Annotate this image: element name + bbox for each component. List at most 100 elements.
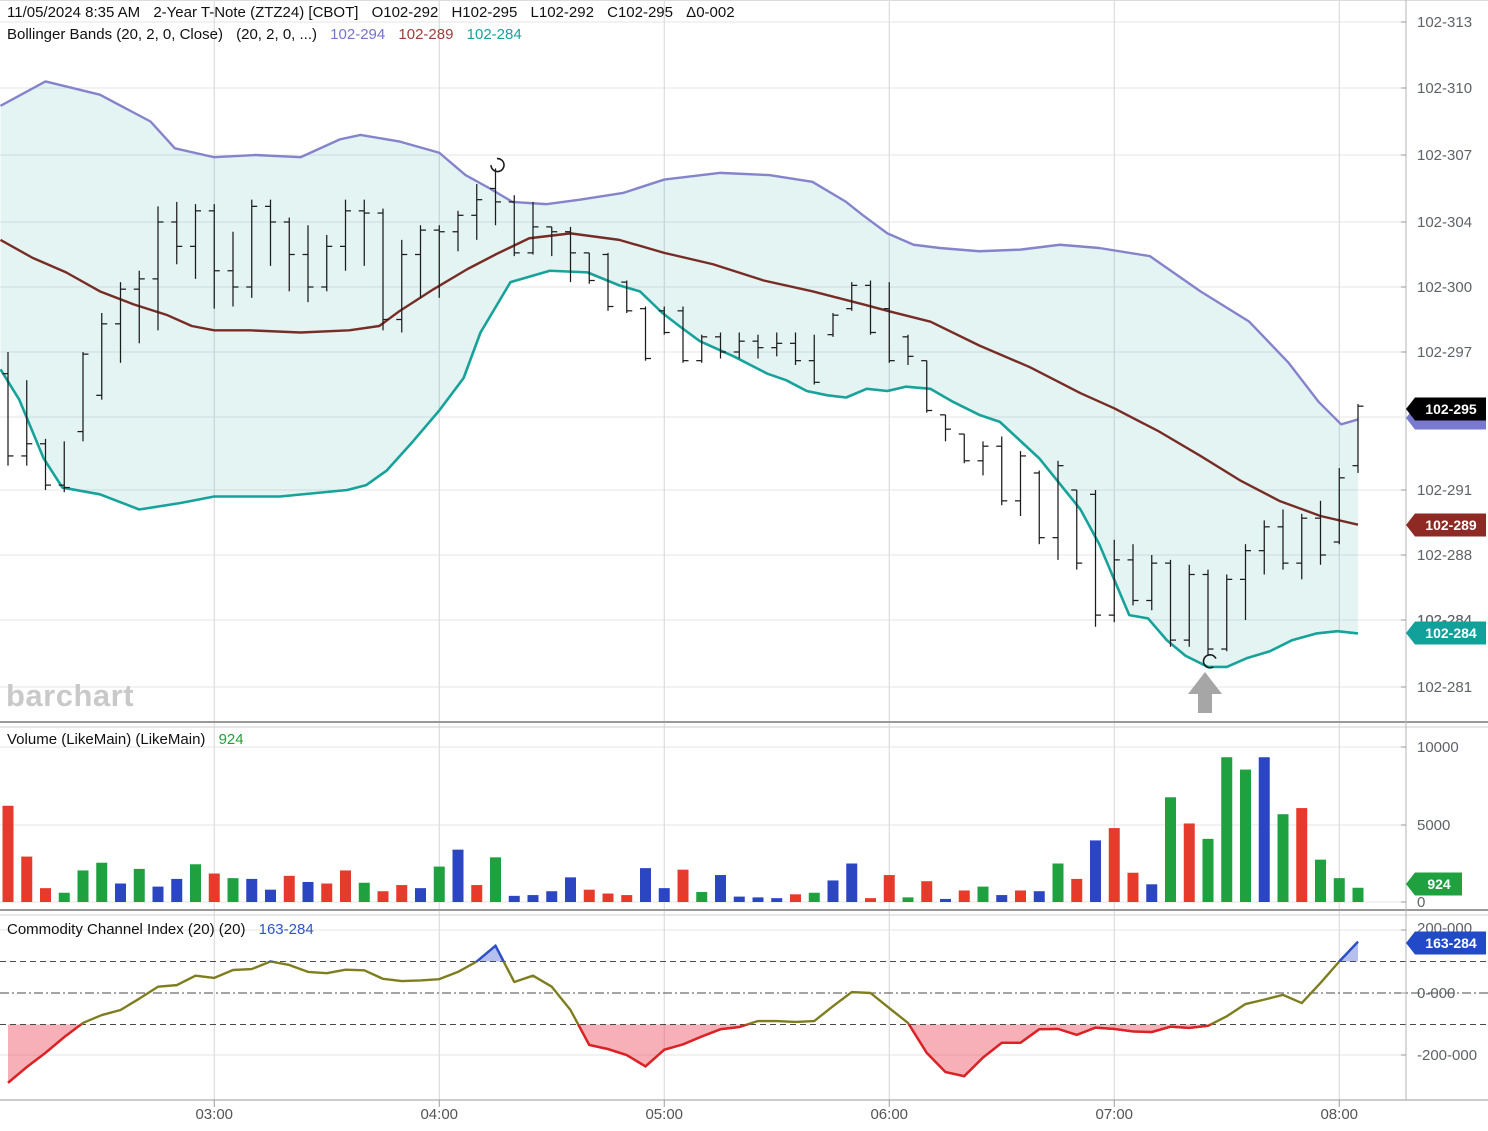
axis-badge-text: 102-289 xyxy=(1425,517,1477,533)
ohlc-bar xyxy=(640,306,651,361)
volume-bar xyxy=(340,870,351,902)
ohlc-bar xyxy=(546,226,558,257)
ohlc-bar xyxy=(246,199,258,298)
ohlc-bar xyxy=(377,208,389,331)
bollinger-upper-value: 102-294 xyxy=(330,26,386,43)
bollinger-band-fill xyxy=(0,81,1358,667)
cci-line xyxy=(7,940,1359,1084)
bollinger-lower-band xyxy=(0,269,1359,669)
time-axis-label: 03:00 xyxy=(195,1106,233,1123)
ohlc-bar xyxy=(696,334,708,363)
volume-bar xyxy=(940,898,951,902)
ohlc-bar xyxy=(921,360,933,413)
axis-badge xyxy=(1406,621,1486,645)
ohlc-bar xyxy=(583,252,595,284)
ohlc-bar xyxy=(527,201,539,255)
axis-badges: 102-295 102-289 102-284 924 163-284 xyxy=(1406,397,1486,955)
quote-symbol: 2-Year T-Note (ZTZ24) [CBOT] xyxy=(153,4,359,21)
volume-bar xyxy=(115,883,126,902)
ohlc-bar xyxy=(790,332,801,365)
bollinger-middle-value: 102-289 xyxy=(398,26,454,43)
axis-badge-text: 924 xyxy=(1427,876,1451,892)
ohlc-bar xyxy=(602,252,614,311)
quote-open: O102-292 xyxy=(371,4,439,21)
volume-bar xyxy=(733,896,745,902)
ohlc-bar xyxy=(958,433,970,464)
volume-bar xyxy=(1071,878,1083,902)
time-axis-label: 08:00 xyxy=(1320,1106,1358,1123)
volume-bar xyxy=(527,895,539,902)
price-tick-label: 102-310 xyxy=(1417,80,1472,97)
bollinger-upper-band xyxy=(0,80,1359,426)
time-axis-label: 04:00 xyxy=(420,1106,458,1123)
price-tick-label: 102-300 xyxy=(1417,279,1472,296)
ohlc-bar xyxy=(827,313,839,337)
time-axis-label: 05:00 xyxy=(645,1106,683,1123)
ohlc-bar xyxy=(77,352,89,442)
quote-close: C102-295 xyxy=(607,4,673,21)
low-marker xyxy=(1202,654,1218,669)
volume-label: Volume (LikeMain) (LikeMain) xyxy=(7,731,206,748)
axis-badge xyxy=(1406,513,1486,537)
price-tick-label: 102-291 xyxy=(1417,482,1472,499)
ohlc-bar xyxy=(733,332,745,359)
volume-bar xyxy=(321,883,333,902)
axis-badge xyxy=(1406,872,1462,896)
volume-panel[interactable] xyxy=(2,757,1364,902)
volume-bar xyxy=(790,894,801,902)
volume-bar xyxy=(40,888,51,902)
ohlc-bar xyxy=(21,380,33,466)
ohlc-bar xyxy=(565,226,576,283)
ohlc-bar xyxy=(265,199,276,266)
ohlc-bar xyxy=(1052,460,1064,560)
quote-high: H102-295 xyxy=(451,4,518,21)
cci-tick-label: -200-000 xyxy=(1417,1047,1477,1064)
ohlc-bar xyxy=(977,441,989,476)
bollinger-lower-value: 102-284 xyxy=(466,26,522,43)
ohlc-bar xyxy=(58,441,70,493)
volume-bar xyxy=(902,897,914,902)
ohlc-bar xyxy=(1296,513,1308,580)
cci-label: Commodity Channel Index (20) (20) xyxy=(7,921,246,938)
price-tick-label: 102-281 xyxy=(1417,679,1472,696)
volume-bar xyxy=(58,892,70,902)
ohlc-bar xyxy=(133,270,145,344)
ohlc-bar xyxy=(396,239,408,333)
volume-bar xyxy=(658,888,670,902)
ohlc-bar xyxy=(190,204,201,279)
time-axis-label: 06:00 xyxy=(870,1106,908,1123)
volume-bar xyxy=(1090,840,1101,902)
volume-bar xyxy=(1033,891,1045,902)
volume-bar xyxy=(396,885,408,902)
volume-bar xyxy=(1333,878,1345,902)
volume-bar xyxy=(190,864,201,902)
bollinger-middle-band xyxy=(0,232,1359,526)
volume-bar xyxy=(602,893,614,902)
axis-badge-text: 163-284 xyxy=(1425,935,1477,951)
volume-bar xyxy=(21,856,33,902)
volume-bar xyxy=(471,885,483,902)
price-panel[interactable] xyxy=(0,80,1364,713)
cci-panel[interactable] xyxy=(0,940,1488,1084)
volume-bar xyxy=(433,866,445,902)
cci-value: 163-284 xyxy=(258,921,314,938)
ohlc-bar xyxy=(2,352,14,466)
volume-bar xyxy=(621,895,633,902)
ohlc-bar xyxy=(902,334,914,365)
ohlc-bar xyxy=(1277,509,1289,570)
volume-bar xyxy=(1258,757,1270,902)
volume-bar xyxy=(1315,859,1326,902)
axis-badge-text: 102-284 xyxy=(1425,625,1477,641)
volume-value: 924 xyxy=(218,731,244,748)
quote-change: Δ0-002 xyxy=(686,4,735,21)
volume-bar xyxy=(1183,823,1195,902)
ohlc-bar xyxy=(40,438,51,490)
volume-bar xyxy=(1165,797,1176,902)
volume-bar xyxy=(827,880,839,902)
ohlc-bar xyxy=(940,414,951,442)
volume-bar xyxy=(508,895,520,902)
volume-bar xyxy=(996,895,1008,902)
ohlc-bar xyxy=(1221,574,1233,652)
